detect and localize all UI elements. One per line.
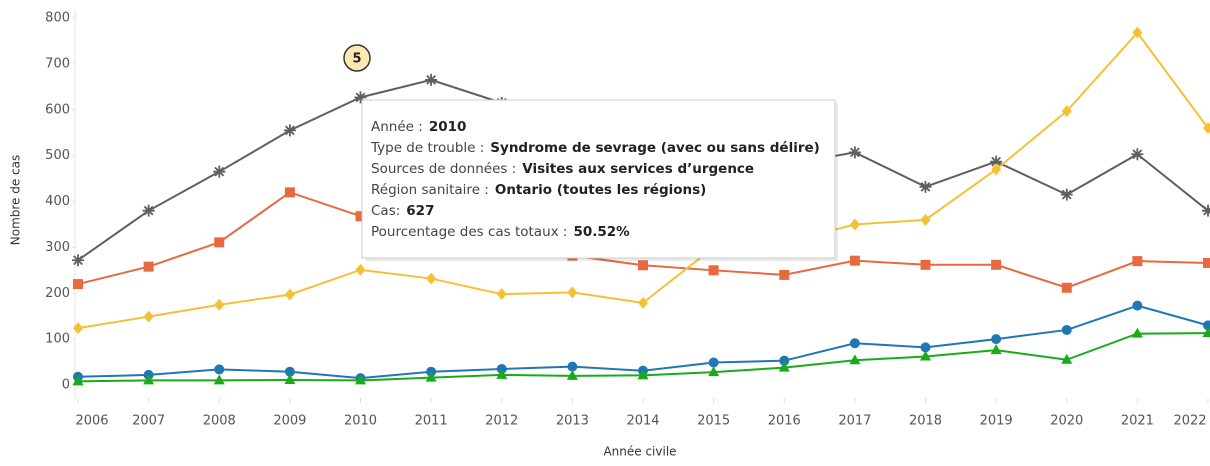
x-axis-label: Année civile bbox=[603, 445, 676, 459]
marker bbox=[72, 254, 84, 266]
tooltip-label: Pourcentage des cas totaux : bbox=[371, 224, 567, 240]
x-tick-label: 2019 bbox=[980, 414, 1013, 429]
x-tick-label: 2009 bbox=[273, 414, 306, 429]
tooltip-line: Type de trouble : Syndrome de sevrage (av… bbox=[370, 140, 820, 156]
marker bbox=[1203, 320, 1210, 330]
tooltip-line: Pourcentage des cas totaux : 50.52% bbox=[371, 224, 630, 240]
marker bbox=[709, 265, 719, 275]
marker bbox=[850, 218, 860, 230]
marker bbox=[921, 260, 931, 270]
x-tick-label: 2013 bbox=[556, 414, 589, 429]
marker bbox=[285, 187, 295, 197]
x-tick-label: 2015 bbox=[697, 414, 730, 429]
x-tick-label: 2006 bbox=[75, 414, 108, 429]
x-tick-label: 2008 bbox=[203, 414, 236, 429]
marker bbox=[143, 205, 155, 217]
x-tick-label: 2014 bbox=[626, 414, 659, 429]
marker bbox=[850, 338, 860, 348]
tooltip-value: 2010 bbox=[429, 119, 467, 135]
x-tick-label: 2022 bbox=[1173, 414, 1206, 429]
x-tick-label: 2020 bbox=[1050, 414, 1083, 429]
x-tick-label: 2010 bbox=[344, 414, 377, 429]
tooltip-label: Sources de données : bbox=[371, 161, 516, 177]
tooltip-label: Cas: bbox=[371, 203, 400, 219]
marker bbox=[1132, 301, 1142, 311]
tooltip-line: Année : 2010 bbox=[371, 119, 466, 135]
marker bbox=[1131, 148, 1143, 160]
y-tick-label: 300 bbox=[45, 240, 70, 255]
tooltip-label: Année : bbox=[371, 119, 423, 135]
marker bbox=[921, 214, 931, 226]
x-tick-label: 2012 bbox=[485, 414, 518, 429]
tooltip-label: Région sanitaire : bbox=[371, 182, 489, 198]
marker bbox=[214, 237, 224, 247]
marker bbox=[214, 299, 224, 311]
x-tick-label: 2007 bbox=[132, 414, 165, 429]
y-tick-label: 0 bbox=[62, 378, 70, 393]
x-tick-label: 2011 bbox=[415, 414, 448, 429]
y-axis-label: Nombre de cas bbox=[9, 155, 23, 246]
marker bbox=[213, 166, 225, 178]
marker bbox=[920, 181, 932, 193]
marker bbox=[356, 264, 366, 276]
tooltip-value: 627 bbox=[406, 203, 434, 219]
y-tick-label: 500 bbox=[45, 148, 70, 163]
marker bbox=[426, 273, 436, 285]
marker bbox=[284, 124, 296, 136]
marker bbox=[991, 344, 1002, 354]
marker bbox=[709, 358, 719, 368]
marker bbox=[425, 74, 437, 86]
marker bbox=[1062, 325, 1072, 335]
marker bbox=[73, 279, 83, 289]
tooltip-value: Visites aux services d’urgence bbox=[522, 161, 754, 177]
marker bbox=[497, 288, 507, 300]
annotation-text: 5 bbox=[352, 52, 361, 67]
marker bbox=[1062, 283, 1072, 293]
marker bbox=[991, 334, 1001, 344]
y-tick-label: 200 bbox=[45, 286, 70, 301]
marker bbox=[849, 146, 861, 158]
tooltip-line: Région sanitaire : Ontario (toutes les ré… bbox=[371, 182, 706, 198]
marker bbox=[144, 262, 154, 272]
marker bbox=[567, 286, 577, 298]
marker bbox=[779, 270, 789, 280]
marker bbox=[1203, 258, 1210, 268]
y-tick-label: 400 bbox=[45, 194, 70, 209]
marker bbox=[638, 297, 648, 309]
tooltip: Année : 2010 Type de trouble : Syndrome de … bbox=[362, 100, 838, 261]
marker bbox=[638, 260, 648, 270]
x-tick-label: 2018 bbox=[909, 414, 942, 429]
x-tick-label: 2021 bbox=[1121, 414, 1154, 429]
marker bbox=[850, 256, 860, 266]
tooltip-value: 50.52% bbox=[573, 224, 630, 240]
marker bbox=[1061, 189, 1073, 201]
y-tick-label: 700 bbox=[45, 56, 70, 71]
tooltip-line: Sources de données : Visites aux services… bbox=[371, 161, 754, 177]
tooltip-value: Ontario (toutes les régions) bbox=[495, 182, 706, 198]
marker bbox=[284, 374, 295, 384]
x-tick-label: 2017 bbox=[838, 414, 871, 429]
marker bbox=[285, 289, 295, 301]
tooltip-value: Syndrome de sevrage (avec ou sans délire… bbox=[490, 140, 820, 156]
marker bbox=[1132, 256, 1142, 266]
tooltip-label: Type de trouble : bbox=[370, 140, 484, 156]
marker bbox=[144, 311, 154, 323]
y-tick-label: 600 bbox=[45, 102, 70, 117]
y-tick-label: 100 bbox=[45, 332, 70, 347]
marker bbox=[214, 364, 224, 374]
y-tick-label: 800 bbox=[45, 11, 70, 26]
x-tick-label: 2016 bbox=[768, 414, 801, 429]
marker bbox=[991, 260, 1001, 270]
